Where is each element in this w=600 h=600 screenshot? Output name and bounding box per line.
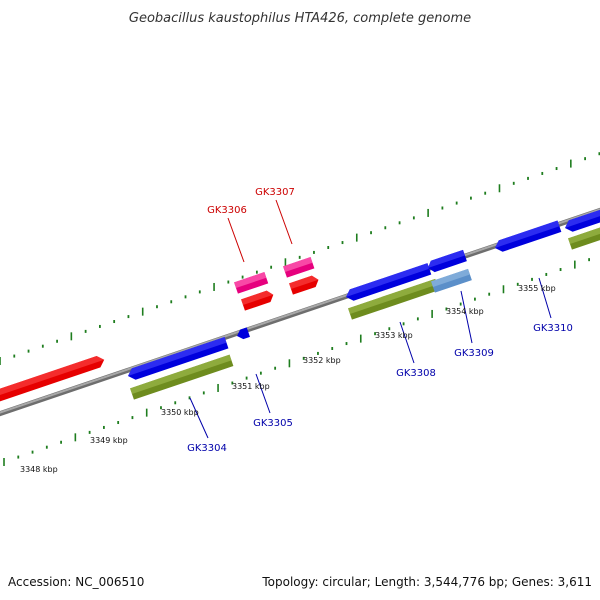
gene-label-gk3308[interactable]: GK3308 <box>396 368 436 379</box>
cds-bar-gk3308[interactable] <box>348 278 440 320</box>
cds-bar-gk3304[interactable] <box>130 354 234 400</box>
inner-tick-track <box>3 258 590 466</box>
scale-label: 3348 kbp <box>20 465 58 474</box>
gene-arrow-gk3305[interactable] <box>235 327 250 340</box>
map-title: Geobacillus kaustophilus HTA426, complet… <box>129 11 471 26</box>
rna-feature-gk3307[interactable] <box>283 257 315 278</box>
gene-arrow-gk3308[interactable] <box>344 263 432 303</box>
genome-summary-text: Topology: circular; Length: 3,544,776 bp… <box>261 575 592 589</box>
rna-feature-gk3306[interactable] <box>234 272 269 294</box>
forward-gene-arrow[interactable] <box>0 354 106 408</box>
cds-bar-gk3309[interactable] <box>431 268 472 293</box>
accession-text: Accession: NC_006510 <box>8 575 144 589</box>
scale-label: 3353 kbp <box>375 331 413 340</box>
scale-label: 3351 kbp <box>232 382 270 391</box>
gene-arrow-right-edge[interactable] <box>563 203 600 234</box>
scale-label: 3354 kbp <box>446 307 484 316</box>
gene-label-gk3307[interactable]: GK3307 <box>255 187 295 198</box>
gene-arrow-gk3309[interactable] <box>426 249 467 274</box>
gene-label-leaders <box>189 199 552 439</box>
outer-tick-track <box>0 152 600 365</box>
gene-label-gk3304[interactable]: GK3304 <box>187 443 227 454</box>
gene-arrow-gk3307[interactable] <box>289 274 320 295</box>
gene-label-gk3305[interactable]: GK3305 <box>253 418 293 429</box>
gene-arrow-gk3306[interactable] <box>241 289 275 311</box>
cds-bar-right-edge[interactable] <box>568 219 600 250</box>
gene-label-gk3309[interactable]: GK3309 <box>454 348 494 359</box>
gene-label-gk3306[interactable]: GK3306 <box>207 205 247 216</box>
gene-features <box>0 203 600 408</box>
gene-labels: GK3304 GK3305 GK3306 GK3307 GK3308 GK330… <box>187 187 573 454</box>
scale-label: 3350 kbp <box>161 408 199 417</box>
gene-arrow-gk3310[interactable] <box>493 220 562 254</box>
gene-label-gk3310[interactable]: GK3310 <box>533 323 573 334</box>
scale-label: 3355 kbp <box>518 284 556 293</box>
scale-label: 3352 kbp <box>303 356 341 365</box>
scale-labels: 3348 kbp 3349 kbp 3350 kbp 3351 kbp 3352… <box>20 284 556 474</box>
scale-label: 3349 kbp <box>90 436 128 445</box>
gene-arrow-gk3304[interactable] <box>126 336 229 382</box>
